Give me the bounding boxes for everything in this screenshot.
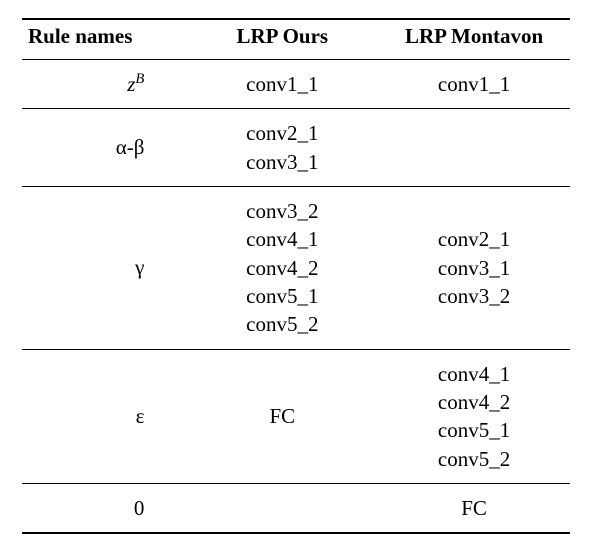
rule-name-zb: zB <box>22 60 186 109</box>
col-header-ours: LRP Ours <box>186 19 378 60</box>
rule-name-epsilon: ε <box>22 349 186 483</box>
ours-epsilon: FC <box>186 349 378 483</box>
table-row: α-β conv2_1 conv3_1 <box>22 109 570 187</box>
col-header-rule: Rule names <box>22 19 186 60</box>
lrp-rules-table-container: Rule names LRP Ours LRP Montavon zB conv… <box>0 0 592 556</box>
rule-name-alpha-beta: α-β <box>22 109 186 187</box>
ours-zb: conv1_1 <box>186 60 378 109</box>
table-row: ε FC conv4_1 conv4_2 conv5_1 conv5_2 <box>22 349 570 483</box>
col-header-montavon: LRP Montavon <box>378 19 570 60</box>
table-header-row: Rule names LRP Ours LRP Montavon <box>22 19 570 60</box>
montavon-zb: conv1_1 <box>378 60 570 109</box>
rule-name-zero: 0 <box>22 484 186 534</box>
montavon-gamma: conv2_1 conv3_1 conv3_2 <box>378 187 570 350</box>
ours-zero <box>186 484 378 534</box>
montavon-alpha-beta <box>378 109 570 187</box>
table-row: zB conv1_1 conv1_1 <box>22 60 570 109</box>
montavon-zero: FC <box>378 484 570 534</box>
montavon-epsilon: conv4_1 conv4_2 conv5_1 conv5_2 <box>378 349 570 483</box>
ours-alpha-beta: conv2_1 conv3_1 <box>186 109 378 187</box>
lrp-rules-table: Rule names LRP Ours LRP Montavon zB conv… <box>22 18 570 534</box>
rule-name-gamma: γ <box>22 187 186 350</box>
table-row: 0 FC <box>22 484 570 534</box>
ours-gamma: conv3_2 conv4_1 conv4_2 conv5_1 conv5_2 <box>186 187 378 350</box>
table-row: γ conv3_2 conv4_1 conv4_2 conv5_1 conv5_… <box>22 187 570 350</box>
